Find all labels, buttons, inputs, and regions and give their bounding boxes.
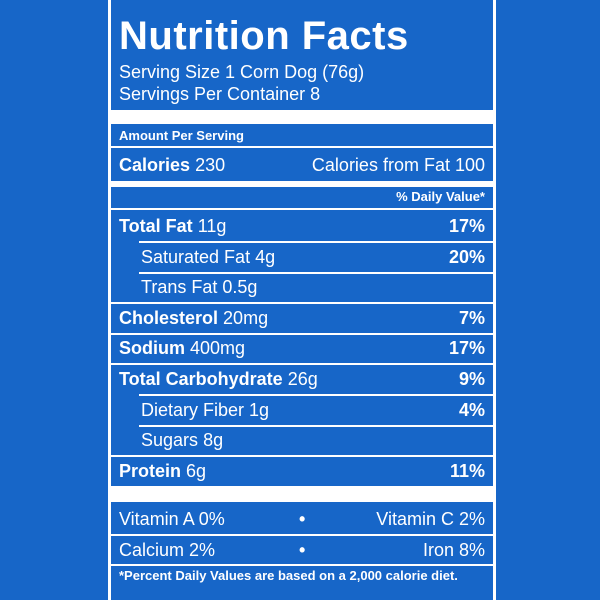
nutrient-name: Sugars (141, 430, 199, 451)
daily-value: 4% (458, 399, 485, 420)
nutrient-amount: 11g (197, 216, 227, 236)
medium-rule (111, 181, 493, 187)
daily-value: 17% (448, 216, 485, 236)
calories-from-fat: Calories from Fat 100 (311, 155, 485, 175)
nutrient-left: Sodium 400mg (119, 333, 245, 363)
daily-value-header: % Daily Value* (396, 189, 485, 204)
thick-rule (111, 110, 493, 124)
vitamin: Vitamin C 2% (376, 509, 485, 529)
daily-value: 7% (458, 307, 485, 328)
rule (111, 146, 493, 148)
serving-size: Serving Size 1 Corn Dog (76g) (119, 62, 365, 82)
nutrient-row: Total Carbohydrate 26g 9% (111, 364, 493, 394)
vitamin: Vitamin A 0% (119, 509, 225, 529)
amount-per-serving: Amount Per Serving (119, 128, 244, 143)
rule (139, 394, 493, 396)
bullet: • (299, 540, 306, 560)
nutrient-left: Sugars 8g (141, 425, 223, 455)
rule (111, 208, 493, 210)
nutrient-row: Saturated Fat 4g 20% (111, 242, 493, 272)
nutrient-amount: 4g (255, 246, 276, 267)
nutrient-row: Dietary Fiber 1g 4% (111, 395, 493, 425)
nutrient-left: Total Fat 11g (119, 211, 226, 241)
nutrient-name: Dietary Fiber (141, 399, 245, 420)
nutrient-amount: 400mg (190, 338, 246, 359)
nutrition-panel: Nutrition Facts Serving Size 1 Corn Dog … (108, 0, 496, 600)
nutrient-row: Protein 6g 11% (111, 456, 493, 486)
rule (139, 424, 493, 427)
nutrient-name: Saturated Fat (141, 246, 251, 267)
daily-value: 17% (448, 338, 485, 359)
calories-label: Calories (119, 155, 191, 175)
vitamin: Iron 8% (422, 540, 485, 560)
nutrient-row: Trans Fat 0.5g (111, 272, 493, 302)
vitamin-row: Vitamin A 0% • Vitamin C 2% (111, 504, 493, 534)
nutrient-amount: 8g (203, 430, 224, 451)
nutrient-left: Protein 6g (119, 456, 206, 486)
vitamin: Calcium 2% (119, 540, 216, 560)
nutrient-amount: 1g (249, 399, 270, 420)
nutrient-amount: 0.5g (222, 277, 258, 298)
rule (111, 302, 493, 305)
rule (139, 241, 493, 243)
nutrient-name: Total Fat (119, 216, 193, 236)
nutrient-left: Saturated Fat 4g (141, 242, 275, 272)
nutrient-left: Total Carbohydrate 26g (119, 364, 318, 394)
title: Nutrition Facts (119, 14, 409, 58)
nutrient-left: Dietary Fiber 1g (141, 395, 269, 425)
nutrient-row: Total Fat 11g 17% (111, 211, 493, 241)
daily-value: 20% (448, 246, 485, 267)
calories-value: 230 (195, 155, 226, 175)
nutrient-name: Sodium (119, 338, 185, 359)
rule (139, 271, 493, 274)
servings-per-container: Servings Per Container 8 (119, 84, 321, 104)
nutrient-name: Total Carbohydrate (119, 369, 283, 389)
nutrient-name: Trans Fat (141, 277, 218, 298)
nutrient-row: Sodium 400mg 17% (111, 333, 493, 363)
footnote: *Percent Daily Values are based on a 2,0… (119, 568, 458, 583)
daily-value: 11% (449, 460, 485, 481)
rule (111, 534, 493, 536)
vitamin-row: Calcium 2% • Iron 8% (111, 535, 493, 565)
nutrient-name: Cholesterol (119, 307, 219, 328)
rule (111, 332, 493, 335)
nutrient-left: Trans Fat 0.5g (141, 272, 257, 302)
nutrient-amount: 26g (287, 369, 318, 389)
nutrient-amount: 6g (186, 460, 207, 481)
nutrient-name: Protein (119, 460, 182, 481)
nutrient-left: Cholesterol 20mg (119, 303, 268, 333)
calories-row: Calories 230 Calories from Fat 100 (111, 150, 493, 180)
daily-value: 9% (458, 369, 485, 389)
nutrient-amount: 20mg (223, 307, 269, 328)
rule (111, 363, 493, 366)
thick-rule (111, 486, 493, 502)
nutrient-row: Sugars 8g (111, 425, 493, 455)
bullet: • (299, 509, 306, 529)
nutrient-row: Cholesterol 20mg 7% (111, 303, 493, 333)
rule (111, 564, 493, 566)
rule (111, 455, 493, 458)
